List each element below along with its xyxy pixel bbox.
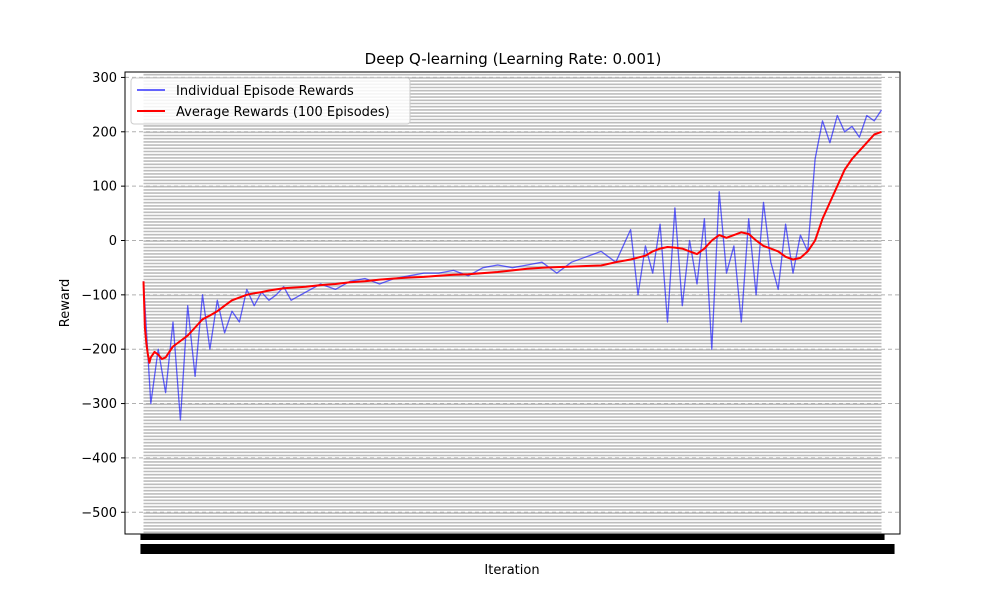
x-axis-label: Iteration (484, 563, 539, 578)
y-axis: −500 −400 −300 −200 −100 0 100 200 300 (81, 71, 125, 521)
x-tick-labels-overlap (140, 544, 895, 554)
plot-frame (124, 71, 901, 535)
legend-label-episode-rewards: Individual Episode Rewards (176, 84, 354, 99)
y-tick-label: −300 (81, 397, 117, 412)
y-tick-label: 200 (92, 125, 117, 140)
legend-box (130, 77, 411, 125)
legend-label-average-rewards: Average Rewards (100 Episodes) (176, 105, 390, 120)
plot-background-hatch (143, 73, 882, 534)
y-tick-label: 100 (92, 180, 117, 195)
y-tick-label: 0 (109, 234, 117, 249)
x-ticks-overlap (140, 534, 885, 540)
legend: Individual Episode Rewards Average Rewar… (130, 77, 411, 125)
y-tick-label: 300 (92, 71, 117, 86)
y-tick-label: −200 (81, 343, 117, 358)
hatch-lines (143, 73, 882, 534)
series-layer (142, 109, 883, 421)
y-axis-label: Reward (58, 279, 73, 327)
series-line-average-rewards (142, 130, 882, 364)
y-tick-label: −100 (81, 288, 117, 303)
grid-lines (125, 76, 900, 513)
chart-title: Deep Q-learning (Learning Rate: 0.001) (365, 50, 662, 68)
y-tick-label: −400 (81, 451, 117, 466)
x-tick-band (140, 534, 895, 554)
y-tick-label: −500 (81, 506, 117, 521)
